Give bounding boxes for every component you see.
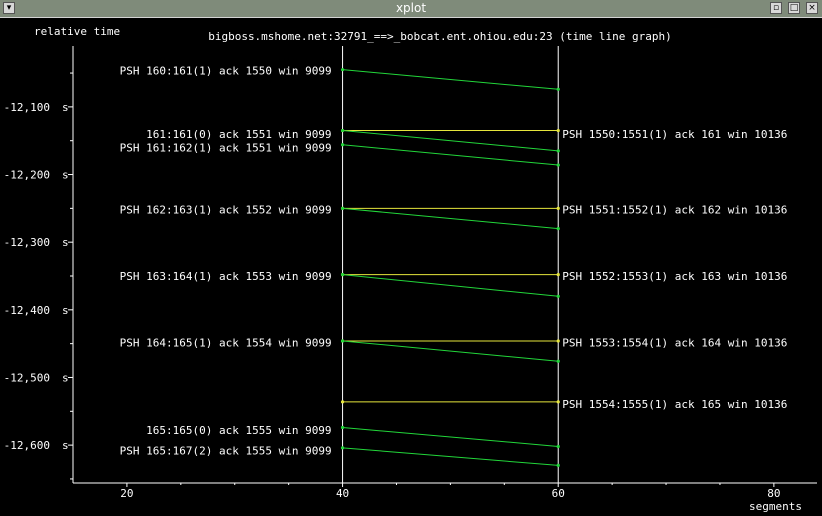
yellow-segment-end-marker bbox=[556, 273, 560, 277]
yellow-segment-end-marker bbox=[556, 206, 560, 210]
green-segment-start-marker bbox=[340, 68, 345, 72]
green-segment-end-marker bbox=[556, 163, 560, 167]
left-segment-label: PSH 161:162(1) ack 1551 win 9099 bbox=[120, 141, 332, 154]
y-unit-label: s bbox=[62, 101, 69, 114]
left-segment-label: 161:161(0) ack 1551 win 9099 bbox=[146, 128, 331, 141]
left-segment-label: PSH 160:161(1) ack 1550 win 9099 bbox=[120, 64, 332, 77]
left-segment-label: PSH 162:163(1) ack 1552 win 9099 bbox=[120, 204, 332, 217]
axes bbox=[72, 46, 817, 484]
green-segment-line bbox=[342, 69, 559, 90]
y-tick-label: -12,500 bbox=[4, 371, 50, 384]
y-unit-label: s bbox=[62, 371, 69, 384]
green-segment-line bbox=[342, 207, 559, 230]
green-segment-line bbox=[342, 274, 559, 297]
segment-labels: PSH 160:161(1) ack 1550 win 9099 161:161(… bbox=[120, 64, 788, 457]
y-tick-label: -12,600 bbox=[4, 439, 50, 452]
y-unit-label: s bbox=[62, 304, 69, 317]
segment-lines bbox=[340, 68, 560, 468]
y-tick-label: -12,100 bbox=[4, 101, 50, 114]
title-bar[interactable]: ▾ xplot ▫ □ × bbox=[0, 0, 822, 18]
x-tick-label: 40 bbox=[336, 487, 349, 500]
y-unit-label: s bbox=[62, 236, 69, 249]
green-segment-line bbox=[342, 144, 559, 166]
green-segment-end-marker bbox=[556, 444, 560, 449]
left-segment-label: PSH 165:167(2) ack 1555 win 9099 bbox=[120, 445, 332, 458]
y-tick-label: -12,200 bbox=[4, 169, 50, 182]
green-segment-start-marker bbox=[340, 425, 345, 430]
green-segment-end-marker bbox=[556, 227, 560, 231]
ticks: -12,100 s -12,200 s -12,300 s -12,400 s -12,500 s… bbox=[4, 72, 780, 500]
y-axis-label: relative time bbox=[34, 25, 120, 38]
close-icon[interactable]: × bbox=[806, 2, 818, 14]
green-segment-start-marker bbox=[340, 206, 345, 210]
y-unit-label: s bbox=[62, 439, 69, 452]
green-segment-end-marker bbox=[556, 149, 560, 153]
x-tick-label: 80 bbox=[767, 487, 780, 500]
y-tick-label: -12,400 bbox=[4, 304, 50, 317]
window-title: xplot bbox=[395, 1, 427, 15]
green-segment-end-marker bbox=[556, 294, 560, 298]
y-unit-label: s bbox=[62, 169, 69, 182]
green-segment-end-marker bbox=[556, 87, 560, 91]
x-tick-label: 60 bbox=[552, 487, 565, 500]
green-segment-end-marker bbox=[556, 359, 560, 363]
yellow-segment-start-marker bbox=[340, 400, 345, 404]
green-segment-line bbox=[342, 447, 559, 466]
x-axis-label: segments bbox=[749, 500, 802, 513]
right-segment-label: PSH 1550:1551(1) ack 161 win 10136 bbox=[562, 128, 787, 141]
yellow-segment-end-marker bbox=[556, 339, 560, 343]
minimize-icon[interactable]: ▫ bbox=[770, 2, 782, 14]
right-segment-label: PSH 1552:1553(1) ack 163 win 10136 bbox=[562, 270, 787, 283]
green-segment-start-marker bbox=[340, 128, 345, 133]
right-segment-label: PSH 1554:1555(1) ack 165 win 10136 bbox=[562, 398, 787, 411]
left-segment-label: 165:165(0) ack 1555 win 9099 bbox=[146, 424, 331, 437]
green-segment-line bbox=[342, 427, 559, 447]
yellow-segment-end-marker bbox=[556, 128, 560, 133]
green-segment-start-marker bbox=[340, 143, 345, 147]
green-segment-line bbox=[342, 340, 559, 362]
maximize-icon[interactable]: □ bbox=[788, 2, 800, 14]
window-menu-icon[interactable]: ▾ bbox=[3, 2, 15, 14]
chart-title: bigboss.mshome.net:32791_==>_bobcat.ent.… bbox=[208, 30, 672, 43]
green-segment-line bbox=[342, 130, 559, 152]
green-segment-start-marker bbox=[340, 273, 345, 277]
right-segment-label: PSH 1551:1552(1) ack 162 win 10136 bbox=[562, 204, 787, 217]
green-segment-start-marker bbox=[340, 446, 345, 450]
green-segment-start-marker bbox=[340, 339, 345, 343]
yellow-segment-end-marker bbox=[556, 400, 560, 404]
right-segment-label: PSH 1553:1554(1) ack 164 win 10136 bbox=[562, 336, 787, 349]
green-segment-end-marker bbox=[556, 463, 560, 468]
x-tick-label: 20 bbox=[120, 487, 133, 500]
left-segment-label: PSH 164:165(1) ack 1554 win 9099 bbox=[120, 336, 332, 349]
left-segment-label: PSH 163:164(1) ack 1553 win 9099 bbox=[120, 270, 332, 283]
y-tick-label: -12,300 bbox=[4, 236, 50, 249]
